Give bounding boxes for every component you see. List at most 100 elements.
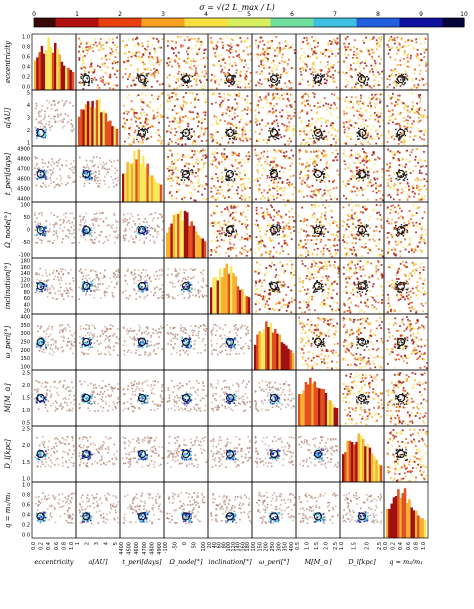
density-core-point	[146, 231, 149, 234]
density-point	[389, 56, 392, 59]
density-point	[110, 48, 113, 51]
density-point	[282, 226, 285, 228]
density-point	[419, 100, 422, 103]
density-point	[52, 167, 55, 170]
density-point	[205, 183, 208, 186]
density-point	[229, 214, 232, 217]
density-point	[90, 63, 93, 66]
density-point	[66, 182, 69, 184]
density-point	[200, 81, 202, 84]
density-point	[234, 124, 237, 127]
density-point	[64, 216, 67, 218]
best-fit-scatter	[361, 177, 363, 179]
density-point	[343, 160, 346, 163]
density-point	[372, 95, 375, 98]
density-point	[126, 218, 129, 221]
density-point	[411, 40, 413, 42]
density-point	[171, 153, 173, 156]
density-point	[404, 166, 407, 168]
density-point	[345, 112, 348, 115]
colorbar-segment	[127, 18, 135, 27]
density-point	[302, 196, 305, 199]
density-point	[237, 80, 240, 83]
density-point	[273, 198, 275, 201]
best-fit-scatter	[268, 80, 270, 82]
density-point	[170, 58, 172, 61]
density-point	[116, 60, 119, 63]
density-point	[231, 65, 234, 67]
best-fit-scatter	[405, 77, 407, 79]
density-point	[130, 84, 133, 87]
density-point	[337, 239, 340, 242]
density-point	[305, 126, 308, 128]
density-point	[255, 206, 258, 209]
density-point	[276, 163, 279, 166]
density-point	[298, 242, 301, 245]
density-point	[152, 57, 155, 60]
best-fit-scatter	[230, 131, 233, 133]
density-point	[127, 61, 129, 64]
best-fit-marker	[314, 226, 322, 234]
density-point	[334, 39, 337, 42]
density-point	[286, 117, 289, 120]
density-point	[320, 82, 323, 85]
density-point	[282, 71, 285, 74]
density-point	[124, 229, 127, 232]
density-point	[237, 44, 240, 47]
density-point	[310, 49, 313, 52]
density-point	[388, 166, 391, 168]
density-point	[331, 114, 334, 117]
density-point	[234, 61, 237, 64]
density-point	[333, 245, 336, 247]
density-point	[247, 209, 250, 212]
density-point	[345, 56, 348, 59]
density-point	[350, 96, 353, 99]
density-point	[168, 165, 171, 168]
density-point	[141, 42, 144, 45]
density-point	[138, 239, 141, 242]
density-point	[306, 93, 309, 96]
density-point	[186, 36, 189, 39]
density-point	[59, 114, 61, 117]
density-point	[228, 68, 231, 71]
density-core-point	[84, 175, 87, 178]
density-point	[413, 72, 416, 75]
density-core-point	[44, 230, 47, 233]
density-point	[219, 226, 222, 228]
density-point	[329, 188, 332, 191]
density-point	[386, 169, 388, 172]
density-point	[78, 156, 81, 159]
density-point	[233, 112, 236, 115]
density-point	[198, 135, 201, 137]
density-point	[388, 193, 391, 196]
density-point	[287, 47, 290, 50]
density-point	[327, 238, 330, 241]
density-point	[226, 74, 229, 76]
density-point	[39, 185, 42, 187]
density-point	[161, 92, 164, 95]
marginal-bar	[93, 108, 97, 146]
density-point	[133, 137, 136, 140]
best-fit-scatter	[315, 77, 317, 79]
density-point	[107, 224, 110, 226]
density-point	[103, 163, 106, 166]
best-fit-scatter	[360, 73, 363, 76]
density-point	[392, 157, 395, 160]
density-point	[134, 224, 136, 226]
density-point	[81, 175, 84, 178]
best-fit-scatter	[80, 77, 83, 80]
density-point	[299, 246, 302, 249]
density-point	[288, 210, 291, 213]
density-point	[223, 219, 226, 222]
density-point	[228, 85, 230, 88]
density-point	[175, 81, 178, 84]
best-fit-scatter	[137, 75, 139, 78]
density-point	[381, 93, 384, 96]
density-point	[94, 41, 97, 44]
density-point	[114, 236, 116, 238]
density-point	[188, 38, 191, 41]
density-point	[370, 64, 373, 67]
density-point	[298, 56, 301, 59]
density-point	[230, 249, 233, 252]
density-point	[291, 162, 293, 165]
